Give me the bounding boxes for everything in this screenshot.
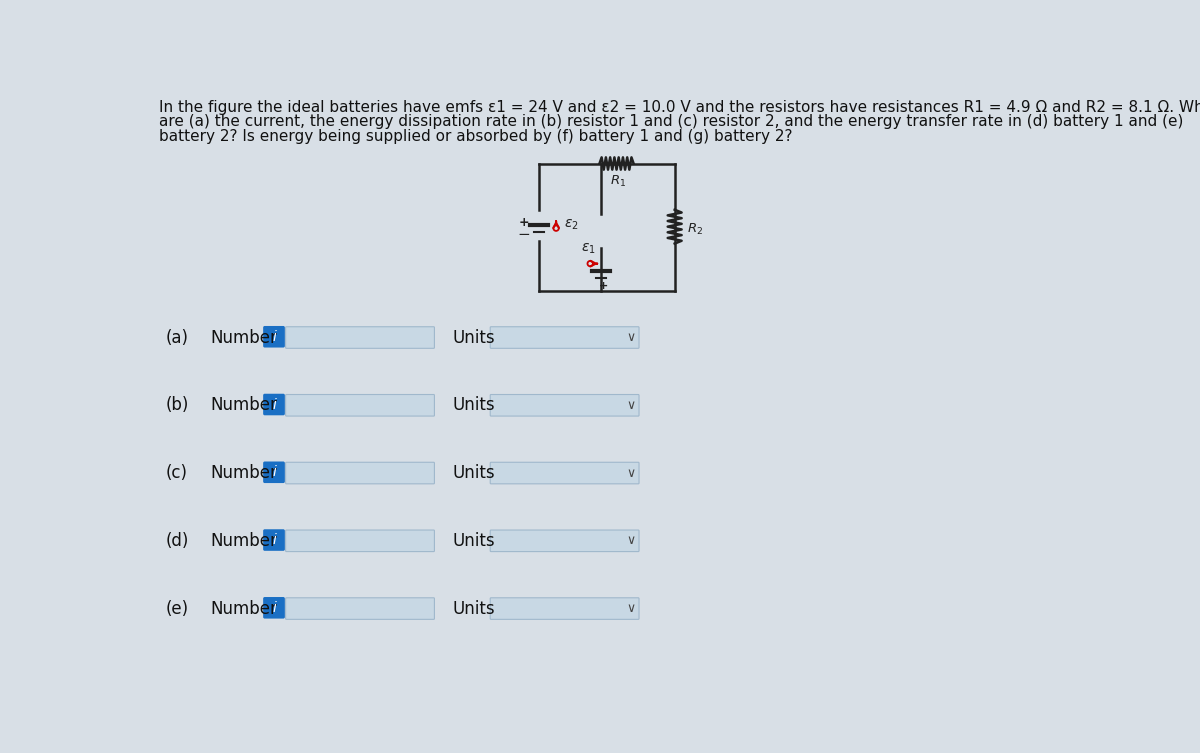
FancyBboxPatch shape (263, 462, 284, 483)
Text: i: i (272, 601, 276, 614)
FancyBboxPatch shape (286, 327, 434, 349)
Text: Number: Number (210, 599, 277, 617)
FancyBboxPatch shape (491, 530, 640, 552)
FancyBboxPatch shape (286, 598, 434, 620)
FancyBboxPatch shape (286, 395, 434, 416)
Text: Units: Units (452, 328, 494, 346)
Text: Units: Units (452, 464, 494, 482)
Text: $\mathit{ε}_1$: $\mathit{ε}_1$ (581, 242, 596, 256)
Text: −: − (517, 227, 530, 242)
Text: (e): (e) (166, 599, 188, 617)
Text: In the figure the ideal batteries have emfs ε1 = 24 V and ε2 = 10.0 V and the re: In the figure the ideal batteries have e… (160, 99, 1200, 114)
FancyBboxPatch shape (263, 326, 284, 348)
FancyBboxPatch shape (263, 394, 284, 416)
Text: i: i (272, 330, 276, 344)
Text: Number: Number (210, 396, 277, 414)
FancyBboxPatch shape (263, 529, 284, 551)
Text: $\mathit{ε}_2$: $\mathit{ε}_2$ (564, 218, 578, 233)
Text: i: i (272, 465, 276, 479)
FancyBboxPatch shape (491, 327, 640, 349)
Text: Number: Number (210, 464, 277, 482)
Text: +: + (599, 281, 608, 291)
Text: (a): (a) (166, 328, 188, 346)
Text: ∨: ∨ (626, 399, 635, 412)
Text: Units: Units (452, 532, 494, 550)
Text: +: + (518, 215, 529, 228)
FancyBboxPatch shape (491, 598, 640, 620)
FancyBboxPatch shape (263, 597, 284, 618)
Text: (b): (b) (166, 396, 188, 414)
Text: Units: Units (452, 396, 494, 414)
Text: (c): (c) (166, 464, 187, 482)
FancyBboxPatch shape (491, 395, 640, 416)
FancyBboxPatch shape (286, 530, 434, 552)
Text: are (a) the current, the energy dissipation rate in (b) resistor 1 and (c) resis: are (a) the current, the energy dissipat… (160, 114, 1183, 130)
Text: i: i (272, 398, 276, 412)
Text: ∨: ∨ (626, 602, 635, 615)
Text: ∨: ∨ (626, 331, 635, 344)
Text: (d): (d) (166, 532, 188, 550)
Text: battery 2? Is energy being supplied or absorbed by (f) battery 1 and (g) battery: battery 2? Is energy being supplied or a… (160, 129, 793, 144)
Text: ∨: ∨ (626, 467, 635, 480)
Text: $R_1$: $R_1$ (610, 174, 626, 190)
FancyBboxPatch shape (491, 462, 640, 484)
Text: Number: Number (210, 328, 277, 346)
Text: ∨: ∨ (626, 535, 635, 547)
Text: i: i (272, 533, 276, 547)
FancyBboxPatch shape (286, 462, 434, 484)
Text: Number: Number (210, 532, 277, 550)
Text: Units: Units (452, 599, 494, 617)
Text: $R_2$: $R_2$ (688, 222, 703, 237)
